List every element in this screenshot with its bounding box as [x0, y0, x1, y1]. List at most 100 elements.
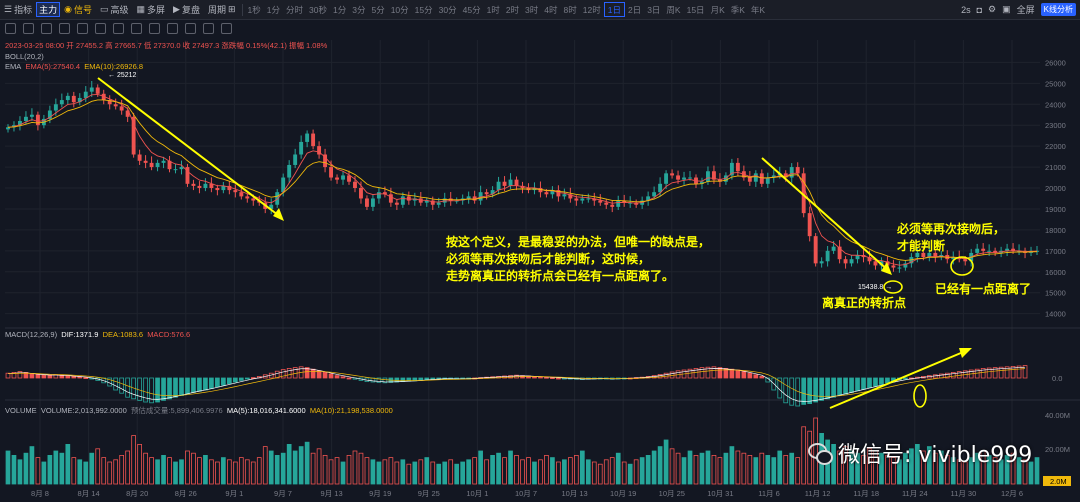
- candle[interactable]: [191, 183, 196, 186]
- candle[interactable]: [562, 194, 567, 197]
- candle[interactable]: [712, 171, 716, 180]
- candle[interactable]: [227, 185, 232, 191]
- candle[interactable]: [837, 246, 842, 260]
- candle[interactable]: [472, 196, 477, 201]
- fib-icon[interactable]: [41, 23, 52, 34]
- candle[interactable]: [891, 265, 896, 268]
- replay-button[interactable]: ▶ 复盘: [169, 0, 204, 19]
- candle[interactable]: [747, 177, 752, 182]
- candle[interactable]: [801, 173, 806, 214]
- candle[interactable]: [29, 114, 34, 117]
- interval-21[interactable]: 15日: [686, 4, 705, 15]
- interval-11[interactable]: 1时: [486, 4, 500, 15]
- candle[interactable]: [843, 259, 848, 264]
- candle[interactable]: [299, 141, 304, 155]
- candle[interactable]: [520, 185, 525, 188]
- candle[interactable]: [1017, 250, 1022, 252]
- candle[interactable]: [586, 198, 591, 200]
- brush-icon[interactable]: [59, 23, 70, 34]
- candle[interactable]: [53, 104, 58, 111]
- candle[interactable]: [484, 192, 489, 195]
- candle[interactable]: [1005, 248, 1010, 251]
- candle[interactable]: [688, 177, 692, 179]
- trendline-icon[interactable]: [23, 23, 34, 34]
- candle[interactable]: [281, 177, 286, 193]
- candle[interactable]: [490, 190, 495, 195]
- candle[interactable]: [652, 192, 657, 197]
- magnet-icon[interactable]: [149, 23, 160, 34]
- candle[interactable]: [23, 116, 28, 121]
- candle[interactable]: [795, 167, 800, 174]
- candle[interactable]: [753, 173, 758, 182]
- candle[interactable]: [676, 175, 680, 180]
- candle[interactable]: [47, 110, 52, 119]
- crosshair-icon[interactable]: [5, 23, 16, 34]
- interval-20[interactable]: 周K: [666, 4, 681, 15]
- interval-9[interactable]: 30分: [438, 4, 457, 15]
- candle[interactable]: [556, 190, 561, 197]
- candle[interactable]: [658, 183, 663, 193]
- candle[interactable]: [592, 198, 597, 201]
- candle[interactable]: [424, 200, 429, 203]
- period-button[interactable]: 周期 ⊞: [204, 0, 240, 19]
- interval-14[interactable]: 4时: [544, 4, 558, 15]
- candle[interactable]: [466, 196, 471, 199]
- candle[interactable]: [311, 133, 316, 147]
- settings-icon[interactable]: ⚙: [988, 4, 997, 14]
- candle[interactable]: [179, 167, 184, 170]
- interval-5[interactable]: 3分: [352, 4, 366, 15]
- candle[interactable]: [987, 250, 992, 252]
- candle[interactable]: [604, 202, 609, 205]
- candle[interactable]: [664, 173, 669, 184]
- hide-icon[interactable]: [185, 23, 196, 34]
- candle[interactable]: [323, 154, 328, 168]
- candle[interactable]: [317, 146, 322, 155]
- candle[interactable]: [406, 196, 411, 201]
- candle[interactable]: [783, 173, 788, 178]
- text-icon[interactable]: [77, 23, 88, 34]
- camera-icon[interactable]: ◘: [976, 4, 983, 15]
- interval-12[interactable]: 2时: [505, 4, 520, 15]
- candle[interactable]: [305, 133, 310, 142]
- candle[interactable]: [125, 110, 130, 117]
- candle[interactable]: [927, 252, 932, 258]
- k-analysis-button[interactable]: K线分析: [1040, 3, 1076, 16]
- layout-icon[interactable]: ▣: [1002, 4, 1011, 14]
- refresh-rate[interactable]: 2s: [961, 4, 971, 15]
- candle[interactable]: [347, 175, 351, 182]
- candle[interactable]: [496, 181, 501, 191]
- candle[interactable]: [867, 257, 872, 262]
- candle[interactable]: [287, 164, 292, 178]
- interval-17[interactable]: 1日: [603, 2, 625, 17]
- candle[interactable]: [394, 202, 399, 205]
- candle[interactable]: [813, 236, 818, 264]
- interval-0[interactable]: 1秒: [247, 4, 261, 15]
- interval-4[interactable]: 1分: [333, 4, 347, 15]
- candle[interactable]: [107, 100, 112, 105]
- candle[interactable]: [538, 188, 543, 193]
- candle[interactable]: [412, 198, 417, 201]
- candle[interactable]: [598, 200, 603, 203]
- share-icon[interactable]: [221, 23, 232, 34]
- signal-button[interactable]: ◉ 信号: [60, 0, 96, 19]
- candle[interactable]: [71, 95, 76, 103]
- interval-2[interactable]: 分时: [286, 4, 304, 15]
- candle[interactable]: [993, 250, 998, 253]
- trash-icon[interactable]: [203, 23, 214, 34]
- interval-8[interactable]: 15分: [414, 4, 433, 15]
- candle[interactable]: [700, 181, 704, 184]
- candle[interactable]: [873, 261, 878, 266]
- candle[interactable]: [963, 259, 968, 262]
- candle[interactable]: [185, 167, 190, 184]
- macd-legend[interactable]: MACD(12,26,9) DIF:1371.9 DEA:1083.6 MACD…: [5, 330, 190, 339]
- candle[interactable]: [203, 183, 208, 188]
- candle[interactable]: [149, 162, 154, 168]
- candle[interactable]: [933, 252, 938, 258]
- indicator-button[interactable]: ☰ 指标: [0, 0, 36, 19]
- main-button[interactable]: 主力: [36, 2, 61, 17]
- lock-icon[interactable]: [167, 23, 178, 34]
- candle[interactable]: [765, 177, 770, 184]
- candle[interactable]: [197, 185, 202, 188]
- interval-23[interactable]: 季K: [730, 4, 745, 15]
- candle[interactable]: [35, 114, 40, 126]
